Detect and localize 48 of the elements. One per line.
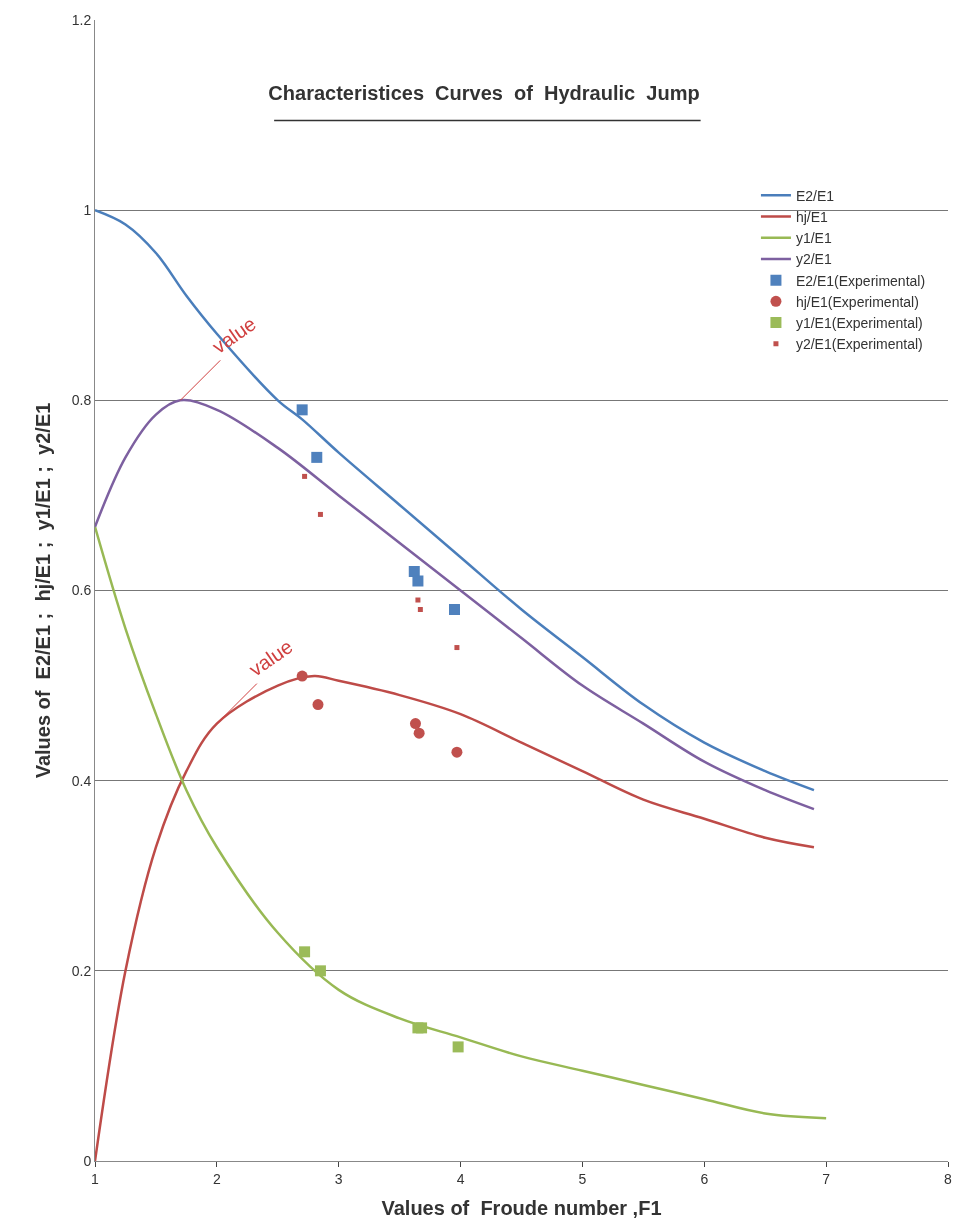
line-series xyxy=(95,674,816,1161)
annotation: value xyxy=(208,312,260,358)
y-tick-label: 0 xyxy=(83,1152,92,1169)
point xyxy=(409,718,421,730)
point xyxy=(299,946,311,958)
y-axis-title: Values of E2/E1 ; hj/E1 ; y1/E1 ; y2/E1 xyxy=(32,402,55,779)
y-tick-label: 0.8 xyxy=(71,392,92,409)
x-tick-label: 6 xyxy=(700,1170,709,1187)
x-tick-label: 3 xyxy=(334,1170,343,1187)
x-tick-label: 4 xyxy=(456,1170,465,1187)
x-tick-label: 7 xyxy=(822,1170,831,1187)
x-axis-title: Values of Froude number ,F1 xyxy=(381,1197,662,1220)
x-tick-label: 2 xyxy=(212,1170,221,1187)
point xyxy=(417,607,423,613)
line-series xyxy=(95,399,816,811)
y-tick-label: 1.2 xyxy=(71,11,92,28)
y-tick-label: 0.4 xyxy=(71,772,92,789)
legend-label: y2/E1 xyxy=(795,251,832,268)
text: Characteristices Curves of Hydraulic Jump xyxy=(268,82,700,105)
point xyxy=(314,965,326,977)
point xyxy=(451,746,463,758)
legend-label: y1/E1 xyxy=(795,230,832,247)
legend-label: hj/E1 xyxy=(795,209,829,225)
point xyxy=(296,404,308,416)
y-tick-label: 1 xyxy=(83,202,92,219)
point xyxy=(412,575,424,587)
legend-label: E2/E1(Experimental) xyxy=(795,272,926,289)
legend-label: hj/E1(Experimental) xyxy=(795,293,919,310)
legend-label: E2/E1 xyxy=(795,187,835,204)
point xyxy=(448,604,460,616)
y-tick-label: 0.6 xyxy=(71,582,92,599)
point xyxy=(413,727,425,739)
point xyxy=(452,1041,464,1053)
point xyxy=(317,511,323,517)
annotation: value xyxy=(244,635,297,681)
point xyxy=(454,645,460,651)
x-tick-label: 8 xyxy=(944,1170,953,1187)
point xyxy=(416,1022,428,1034)
line-series xyxy=(95,525,828,1120)
legend-label: y2/E1(Experimental) xyxy=(795,336,923,353)
x-tick-label: 5 xyxy=(578,1170,587,1187)
point xyxy=(302,473,308,479)
legend-label: y1/E1(Experimental) xyxy=(795,315,923,331)
y-tick-label: 0.2 xyxy=(71,962,92,979)
point xyxy=(311,451,323,463)
point xyxy=(296,670,308,682)
point xyxy=(415,597,421,603)
point xyxy=(312,699,324,711)
